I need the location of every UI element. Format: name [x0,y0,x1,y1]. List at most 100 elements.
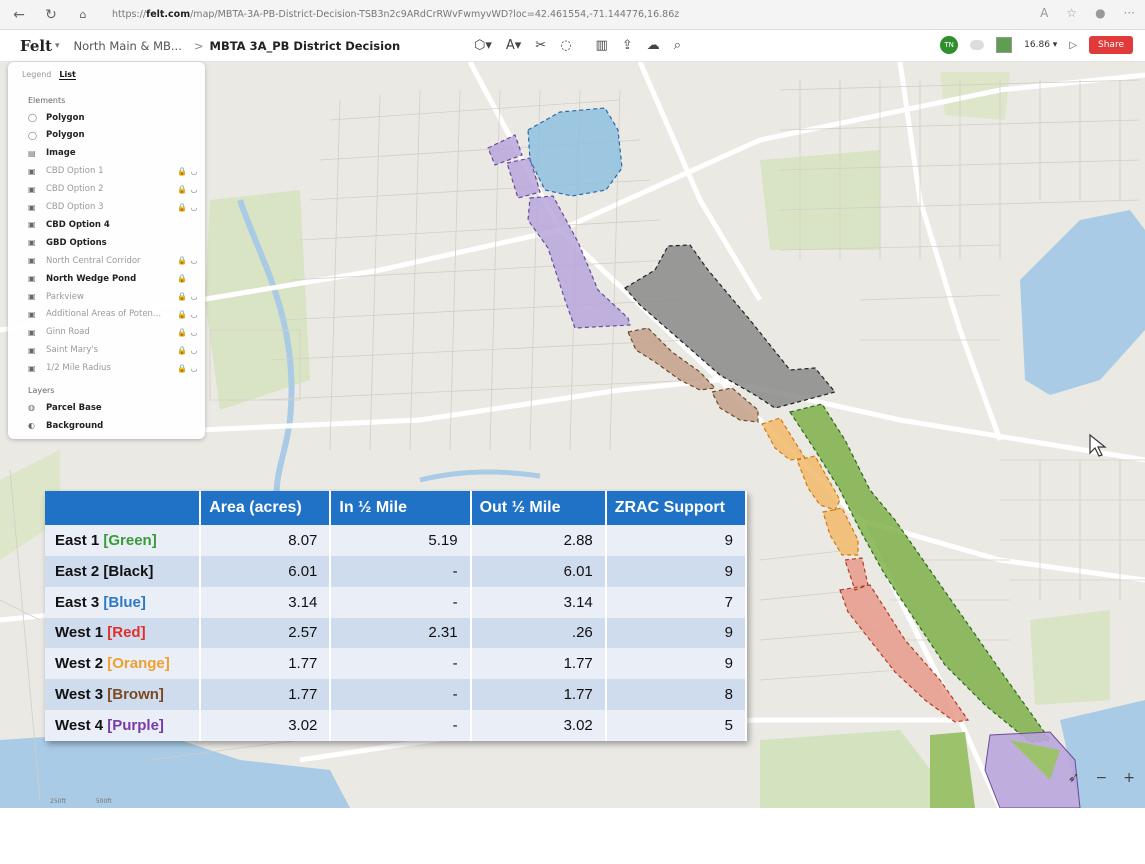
list-item[interactable]: ▣ North Wedge Pond 🔒 [28,271,200,286]
reader-icon[interactable]: A [1040,6,1049,20]
layer-item-label: Parcel Base [46,402,102,413]
lock-icon[interactable]: 🔒 [177,274,187,284]
cloud-icon[interactable]: ☁ [646,38,660,53]
map-title[interactable]: MBTA 3A_PB District Decision [209,38,401,53]
zone-west1-red [839,557,970,723]
header-blank [45,491,202,525]
list-item[interactable]: ▣ CBD Option 1 🔒 ◡ [28,164,200,179]
right-tools: TN 16.86 ▾ ▷ Share [940,36,1133,54]
cell-in-half-mile: - [330,555,472,587]
list-item-label: Image [46,148,76,159]
list-item[interactable]: ▣ CBD Option 4 [28,217,200,232]
upload-icon[interactable]: ⇪ [621,38,633,53]
list-item[interactable]: ▣ CBD Option 2 🔒 ◡ [28,182,200,197]
row-name: East 2 [55,562,100,580]
visibility-icon[interactable]: ◡ [190,166,198,176]
elements-heading: Elements [28,96,66,105]
row-label: West 2 [Orange] [45,648,202,680]
visibility-icon[interactable]: ◡ [190,309,198,319]
group-icon: ▣ [28,184,36,194]
lock-icon[interactable]: 🔒 [177,292,187,301]
visibility-icon[interactable]: ◡ [190,292,198,301]
lasso-icon[interactable]: ◌ [560,38,572,53]
list-item[interactable]: ◯ Polygon [28,110,200,125]
visibility-icon[interactable]: ◡ [190,256,198,266]
list-item[interactable]: ▣ Ginn Road 🔒 ◡ [28,325,200,340]
chevron-down-icon[interactable]: ▾ [55,40,60,51]
shape-tool-icon[interactable]: ⬡▾ [474,38,492,53]
lock-icon[interactable]: 🔒 [177,256,187,266]
toggle-icon[interactable] [970,40,985,50]
layers-heading: Layers [28,386,55,395]
visibility-icon[interactable]: ◡ [190,184,198,194]
table-row: West 1 [Red] 2.57 2.31.26 9 [45,617,748,649]
basemap-thumbnail[interactable] [996,37,1013,53]
star-icon[interactable]: ☆ [1066,6,1078,20]
table-row: East 1 [Green] 8.07 5.19 2.88 9 [45,525,748,556]
book-icon[interactable]: ▥ [595,38,608,53]
row-name: West 2 [55,655,104,673]
lock-icon[interactable]: 🔒 [177,202,187,212]
lock-icon[interactable]: 🔒 [177,166,187,176]
avatar[interactable]: TN [940,36,959,54]
profile-icon[interactable]: ● [1095,6,1106,20]
visibility-icon[interactable]: ◡ [190,202,198,212]
reload-icon[interactable]: ↻ [45,6,57,23]
water-pond [0,730,350,808]
scissors-icon[interactable]: ✂ [535,38,547,53]
lock-icon[interactable]: 🔒 [177,345,187,355]
list-item[interactable]: ▤ Image [28,146,200,161]
group-icon: ▣ [28,345,36,355]
water-pond [1020,210,1145,395]
tab-list[interactable]: List [59,70,76,80]
scale-bar: 250ft 500ft [50,798,112,805]
cell-in-half-mile: 5.19 [330,525,472,556]
lock-icon[interactable]: 🔒 [177,309,187,319]
list-item[interactable]: ▣ Saint Mary's 🔒 ◡ [28,343,200,358]
back-icon[interactable]: ← [13,6,25,23]
zoom-level[interactable]: 16.86 ▾ [1024,40,1058,50]
cell-out-half-mile: 3.02 [470,710,607,741]
group-icon: ▣ [28,202,36,212]
more-icon[interactable]: ··· [1123,6,1135,20]
group-icon: ▣ [28,327,36,337]
row-color-tag: [Purple] [107,717,164,735]
locate-icon[interactable]: ➶ [1067,770,1080,786]
url-field[interactable]: https://felt.com/map/MBTA-3A-PB-District… [112,9,679,20]
layer-item[interactable]: ◐ Background [28,418,200,433]
row-label: West 3 [Brown] [45,679,202,711]
lock-icon[interactable]: 🔒 [177,184,187,194]
tab-legend[interactable]: Legend [22,70,52,79]
layer-item[interactable]: ◍ Parcel Base [28,400,200,415]
list-item[interactable]: ▣ CBD Option 3 🔒 ◡ [28,200,200,215]
felt-logo[interactable]: Felt [20,36,52,55]
list-item[interactable]: ▣ North Central Corridor 🔒 ◡ [28,253,200,268]
lock-icon[interactable]: 🔒 [177,363,187,373]
visibility-icon[interactable]: ◡ [190,327,198,337]
list-item[interactable]: ▣ Additional Areas of Poten... 🔒 ◡ [28,307,200,322]
mouse-pointer-icon [1089,433,1107,457]
visibility-icon[interactable]: ◡ [190,363,198,373]
zoom-in-icon[interactable]: + [1123,770,1135,786]
list-item-label: 1/2 Mile Radius [46,363,111,374]
list-item[interactable]: ▣ 1/2 Mile Radius 🔒 ◡ [28,361,200,376]
text-tool-icon[interactable]: A▾ [505,38,522,53]
search-icon[interactable]: ⌕ [673,38,682,53]
group-icon: ▣ [28,238,36,248]
row-name: West 4 [55,717,104,735]
list-item[interactable]: ▣ Parkview 🔒 ◡ [28,289,200,304]
visibility-icon[interactable]: ◡ [190,345,198,355]
zoom-out-icon[interactable]: − [1095,770,1108,786]
home-icon[interactable]: ⌂ [79,8,87,21]
polygon-icon: ◯ [28,113,37,122]
breadcrumb-project[interactable]: North Main & MB... [73,38,182,53]
park-area [1010,740,1060,780]
share-button[interactable]: Share [1089,36,1133,54]
present-icon[interactable]: ▷ [1069,39,1078,51]
element-list-panel: Legend List Elements ◯ Polygon ◯ Polygon ▤ Im… [8,62,205,439]
list-item-label: North Central Corridor [46,255,141,266]
list-item-label: CBD Option 1 [46,166,104,177]
list-item[interactable]: ◯ Polygon [28,128,200,143]
list-item[interactable]: ▣ GBD Options [28,235,200,250]
lock-icon[interactable]: 🔒 [177,327,187,337]
